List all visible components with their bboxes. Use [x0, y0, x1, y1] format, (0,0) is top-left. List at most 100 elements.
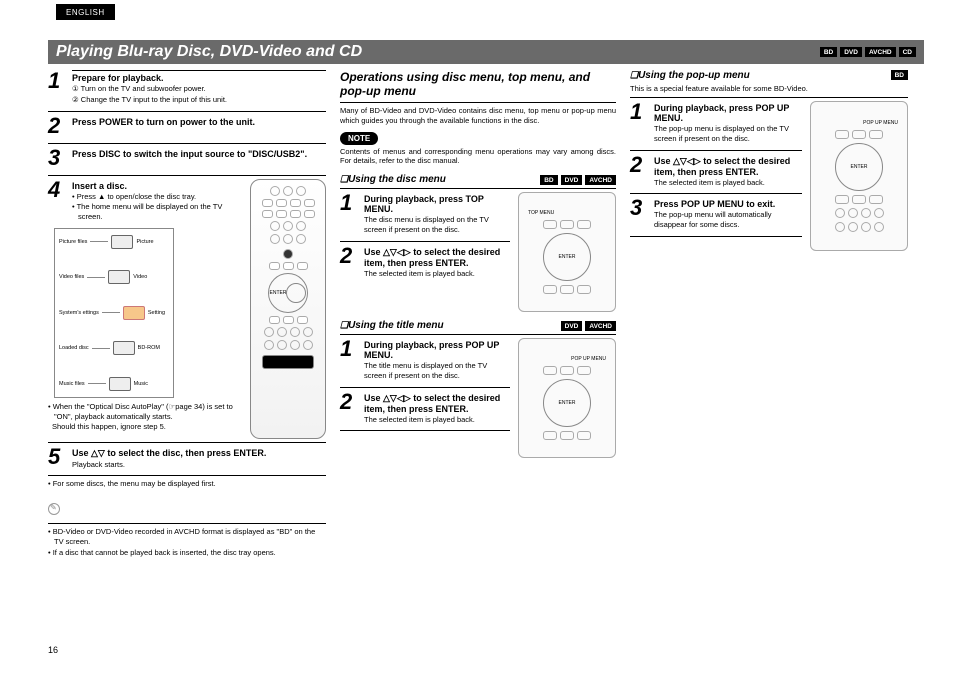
step-heading: During playback, press POP UP MENU. [364, 340, 510, 360]
screen-row: System's ettings Setting [59, 306, 169, 320]
screen-label: Music files [59, 381, 85, 387]
page-title: Playing Blu-ray Disc, DVD-Video and CD [56, 43, 362, 61]
step-heading: During playback, press TOP MENU. [364, 194, 510, 214]
footnote: • For some discs, the menu may be displa… [48, 479, 326, 489]
step-number: 1 [48, 70, 66, 92]
disc-menu-header: ❏ Using the disc menu BD DVD AVCHD [340, 174, 616, 185]
step-number: 4 [48, 179, 66, 201]
screen-row: Picture files Picture [59, 235, 169, 249]
step-detail: Playback starts. [72, 460, 326, 470]
mini-dpad: ENTER [835, 143, 883, 191]
badge-avchd: AVCHD [865, 47, 896, 57]
badge: AVCHD [585, 175, 616, 185]
title-menu-block: 1 During playback, press POP UP MENU. Th… [340, 338, 616, 458]
divider [340, 430, 510, 431]
step-text: Use △▽ to select the disc, then press EN… [72, 446, 326, 470]
icon-label: Video [133, 274, 147, 280]
divider [48, 143, 326, 144]
step4-row: 4 Insert a disc. • Press ▲ to open/close… [48, 179, 326, 439]
pu-step-1: 1 During playback, press POP UP MENU. Th… [630, 101, 802, 144]
screen-row: Music files Music [59, 377, 169, 391]
step-heading: Press DISC to switch the input source to… [72, 149, 326, 159]
step-detail: ② Change the TV input to the input of th… [72, 95, 326, 105]
badge: DVD [561, 175, 583, 185]
music-icon [109, 377, 131, 391]
badge-bd: BD [820, 47, 837, 57]
title-badges: BD DVD AVCHD CD [820, 47, 916, 57]
step-number: 3 [48, 147, 66, 169]
step-number: 2 [630, 154, 648, 176]
screen-label: Video files [59, 274, 84, 280]
column-1: 1 Prepare for playback. ① Turn on the TV… [48, 70, 326, 557]
step-text: Insert a disc. • Press ▲ to open/close t… [72, 179, 244, 222]
step-detail: The pop-up menu is displayed on the TV s… [654, 124, 802, 144]
tip: • If a disc that cannot be played back i… [48, 548, 326, 558]
badge-dvd: DVD [840, 47, 862, 57]
screen-row: Video files Video [59, 270, 169, 284]
column-3: ❏ Using the pop-up menu BD This is a spe… [630, 70, 908, 557]
remote-diagram: ENTER [250, 179, 326, 439]
mini-remote-diagram: POP UP MENU ENTER [518, 338, 616, 458]
step-number: 5 [48, 446, 66, 468]
pu-step-2: 2 Use △▽◁▷ to select the desired item, t… [630, 154, 802, 188]
step-detail: The selected item is played back. [654, 178, 802, 188]
col3-heading: Using the pop-up menu [638, 70, 750, 81]
divider [340, 241, 510, 242]
tm-step-1: 1 During playback, press POP UP MENU. Th… [340, 338, 510, 381]
step-heading: Use △▽◁▷ to select the desired item, the… [654, 156, 802, 177]
step-bullet: • The home menu will be displayed on the… [72, 202, 244, 222]
divider [340, 102, 616, 103]
divider [630, 150, 802, 151]
step-2: 2 Press POWER to turn on power to the un… [48, 115, 326, 137]
step-5: 5 Use △▽ to select the disc, then press … [48, 446, 326, 470]
divider [48, 442, 326, 443]
step-text: Prepare for playback. ① Turn on the TV a… [72, 70, 326, 105]
col3-intro: This is a special feature available for … [630, 84, 908, 93]
remote-dpad: ENTER [268, 273, 308, 313]
col2-intro: Many of BD-Video and DVD-Video contains … [340, 106, 616, 126]
step-heading: Press POWER to turn on power to the unit… [72, 117, 326, 127]
screen-label: System's ettings [59, 310, 99, 316]
pencil-icon [48, 503, 60, 515]
step-3: 3 Press DISC to switch the input source … [48, 147, 326, 169]
icon-label: Picture [136, 239, 153, 245]
step-detail: The selected item is played back. [364, 415, 510, 425]
step-detail: The disc menu is displayed on the TV scr… [364, 215, 510, 235]
step-detail: ① Turn on the TV and subwoofer power. [72, 84, 326, 94]
note-text: Contents of menus and corresponding menu… [340, 147, 616, 167]
divider [48, 111, 326, 112]
divider [630, 236, 802, 237]
page: ENGLISH Playing Blu-ray Disc, DVD-Video … [0, 0, 954, 557]
step-heading: Prepare for playback. [72, 73, 326, 83]
step-heading: Press POP UP MENU to exit. [654, 199, 802, 209]
icon-label: Music [134, 381, 148, 387]
step-heading: Use △▽◁▷ to select the desired item, the… [364, 247, 510, 268]
step-4: 4 Insert a disc. • Press ▲ to open/close… [48, 179, 244, 222]
mini-remote-diagram: TOP MENU ENTER [518, 192, 616, 312]
step-heading: Use △▽◁▷ to select the desired item, the… [364, 393, 510, 414]
step-heading: Insert a disc. [72, 181, 244, 191]
badge: BD [540, 175, 557, 185]
screen-row: Loaded disc BD-ROM [59, 341, 169, 355]
column-2: Operations using disc menu, top menu, an… [340, 70, 616, 557]
divider [630, 193, 802, 194]
title-menu-title: Using the title menu [348, 320, 444, 331]
divider [48, 175, 326, 176]
divider [48, 523, 326, 524]
page-number: 16 [48, 645, 58, 655]
step-detail: The title menu is displayed on the TV sc… [364, 361, 510, 381]
mini-dpad: ENTER [543, 379, 591, 427]
step-heading: Use △▽ to select the disc, then press EN… [72, 448, 326, 459]
dm-step-2: 2 Use △▽◁▷ to select the desired item, t… [340, 245, 510, 279]
note-bullet: Should this happen, ignore step 5. [48, 422, 244, 432]
tips-section: • BD-Video or DVD-Video recorded in AVCH… [48, 503, 326, 557]
tv-screen-diagram: Picture files Picture Video files Video … [54, 228, 174, 398]
step-bullet: • Press ▲ to open/close the disc tray. [72, 192, 244, 202]
picture-icon [111, 235, 133, 249]
step-heading: During playback, press POP UP MENU. [654, 103, 802, 123]
divider [340, 334, 616, 335]
mini-dpad: ENTER [543, 233, 591, 281]
note-label: NOTE [340, 132, 378, 145]
divider [340, 387, 510, 388]
step-1: 1 Prepare for playback. ① Turn on the TV… [48, 70, 326, 105]
